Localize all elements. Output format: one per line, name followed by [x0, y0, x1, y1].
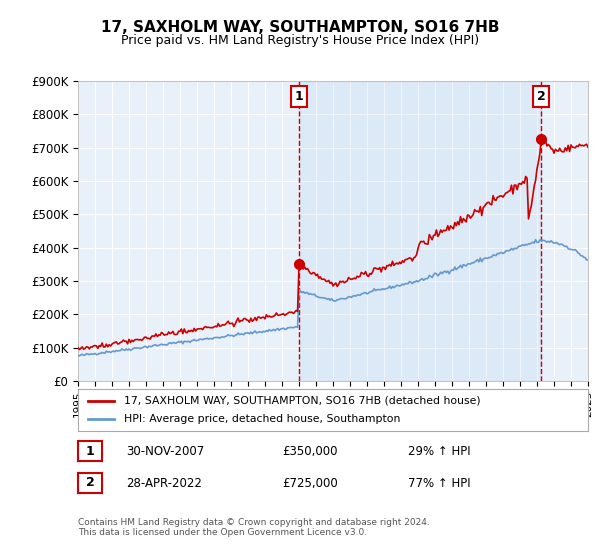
Text: 29% ↑ HPI: 29% ↑ HPI: [408, 445, 470, 458]
Text: 1: 1: [86, 445, 94, 458]
Bar: [299, 81, 541, 381]
Text: HPI: Average price, detached house, Southampton: HPI: Average price, detached house, Sout…: [124, 414, 400, 424]
Text: £725,000: £725,000: [282, 477, 338, 490]
Text: 17, SAXHOLM WAY, SOUTHAMPTON, SO16 7HB: 17, SAXHOLM WAY, SOUTHAMPTON, SO16 7HB: [101, 20, 499, 35]
Text: 17, SAXHOLM WAY, SOUTHAMPTON, SO16 7HB (detached house): 17, SAXHOLM WAY, SOUTHAMPTON, SO16 7HB (…: [124, 396, 481, 406]
Text: 30-NOV-2007: 30-NOV-2007: [126, 445, 204, 458]
Text: 1: 1: [295, 90, 304, 103]
Text: 77% ↑ HPI: 77% ↑ HPI: [408, 477, 470, 490]
Text: 28-APR-2022: 28-APR-2022: [126, 477, 202, 490]
Text: 2: 2: [537, 90, 545, 103]
Text: Price paid vs. HM Land Registry's House Price Index (HPI): Price paid vs. HM Land Registry's House …: [121, 34, 479, 46]
Text: 2: 2: [86, 477, 94, 489]
Text: Contains HM Land Registry data © Crown copyright and database right 2024.
This d: Contains HM Land Registry data © Crown c…: [78, 518, 430, 538]
Text: £350,000: £350,000: [282, 445, 337, 458]
